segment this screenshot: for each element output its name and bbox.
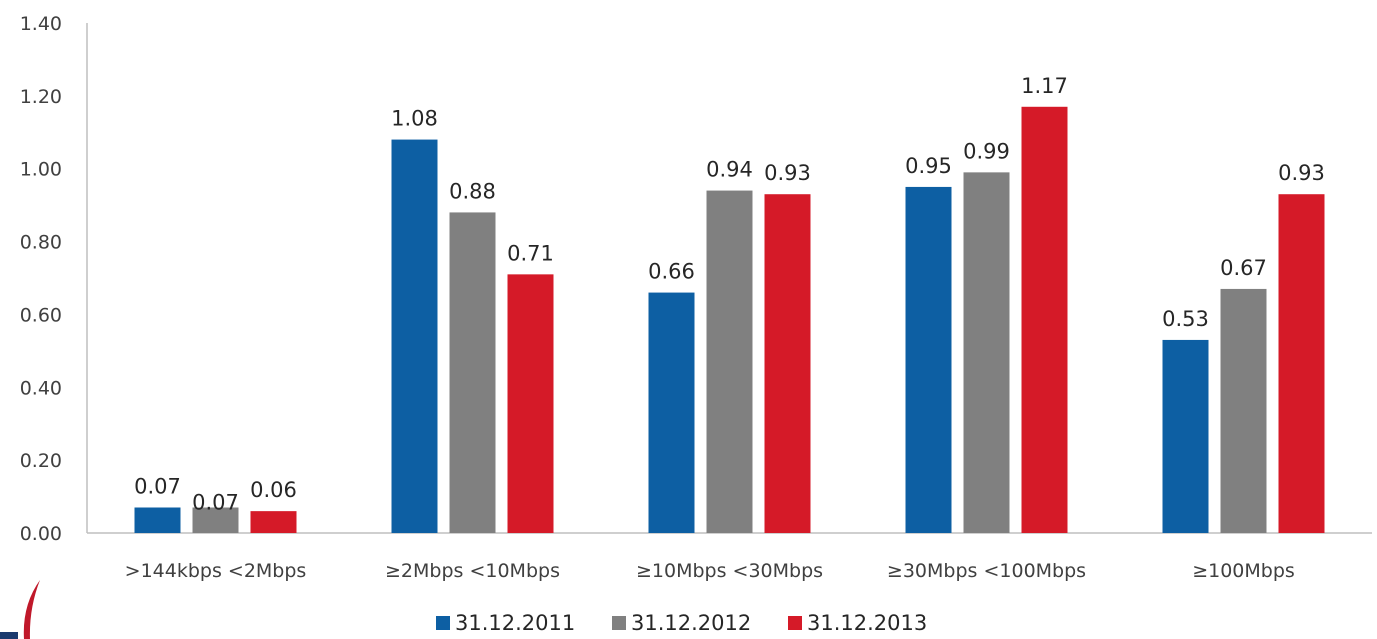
- legend-swatch: [788, 616, 802, 630]
- bar: [134, 507, 181, 533]
- bar: [449, 212, 496, 533]
- y-tick-label: 1.20: [20, 86, 62, 108]
- legend-swatch: [436, 616, 450, 630]
- data-label: 1.08: [391, 107, 438, 131]
- data-label: 0.93: [764, 161, 811, 185]
- data-label: 0.93: [1278, 161, 1325, 185]
- data-label: 0.53: [1162, 307, 1209, 331]
- bar: [391, 139, 438, 534]
- legend-label: 31.12.2013: [807, 611, 927, 635]
- bar: [706, 190, 753, 534]
- y-tick-label: 0.80: [20, 232, 62, 254]
- bar: [250, 511, 297, 533]
- data-label: 0.94: [706, 158, 753, 182]
- bar: [507, 274, 554, 533]
- data-label: 0.06: [250, 478, 297, 502]
- y-tick-label: 0.60: [20, 304, 62, 326]
- y-tick-label: 0.40: [20, 377, 62, 399]
- chart-data-labels: 0.07 0.07 0.06 1.08 0.88 0.71 0.66 0.94 0.93 0.95…: [134, 74, 1325, 515]
- chart-axes: 0.00 0.20 0.40 0.60 0.80 1.00 1.20 1.40 >144kbps…: [20, 13, 1372, 582]
- data-label: 0.07: [134, 475, 181, 499]
- data-label: 1.17: [1021, 74, 1068, 98]
- data-label: 0.99: [963, 139, 1010, 163]
- x-tick-label: ≥10Mbps <30Mbps: [636, 560, 823, 582]
- data-label: 0.95: [905, 154, 952, 178]
- y-tick-label: 0.20: [20, 450, 62, 472]
- x-tick-label: ≥100Mbps: [1192, 560, 1295, 582]
- legend-label: 31.12.2012: [631, 611, 751, 635]
- y-tick-label: 1.00: [20, 159, 62, 181]
- legend-swatch: [612, 616, 626, 630]
- data-label: 0.71: [507, 241, 554, 265]
- bar: [1021, 106, 1068, 534]
- y-tick-label: 0.00: [20, 523, 62, 545]
- bar: [905, 186, 952, 533]
- data-label: 0.66: [648, 260, 695, 284]
- data-label: 0.88: [449, 179, 496, 203]
- chart-bars: [134, 106, 1325, 534]
- bar: [1220, 288, 1267, 533]
- bar: [1162, 339, 1209, 533]
- bar: [192, 507, 239, 533]
- logo-swoosh: [0, 580, 40, 639]
- x-tick-label: ≥30Mbps <100Mbps: [887, 560, 1086, 582]
- x-tick-label: ≥2Mbps <10Mbps: [385, 560, 560, 582]
- y-tick-label: 1.40: [20, 13, 62, 35]
- bar: [764, 194, 811, 533]
- bar: [648, 292, 695, 533]
- x-tick-label: >144kbps <2Mbps: [125, 560, 307, 582]
- bar: [963, 172, 1010, 533]
- legend-label: 31.12.2011: [455, 611, 575, 635]
- chart-legend: 31.12.2011 31.12.2012 31.12.2013: [436, 611, 927, 635]
- data-label: 0.07: [192, 491, 239, 515]
- data-label: 0.67: [1220, 256, 1267, 280]
- bar: [1278, 194, 1325, 533]
